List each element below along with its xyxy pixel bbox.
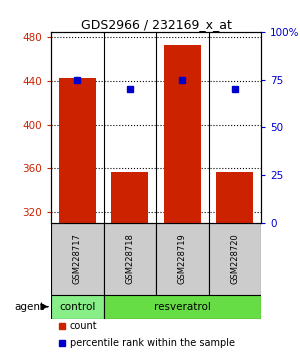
Bar: [103, 223, 156, 295]
Text: GSM228720: GSM228720: [230, 234, 239, 284]
Text: control: control: [59, 302, 95, 312]
Bar: [156, 223, 208, 295]
Text: GSM228717: GSM228717: [73, 233, 82, 284]
Text: GSM228718: GSM228718: [125, 233, 134, 284]
Text: agent: agent: [15, 302, 45, 312]
Bar: [51, 223, 104, 295]
Text: count: count: [70, 321, 98, 331]
Bar: [208, 223, 261, 295]
Bar: [51, 295, 104, 319]
Text: resveratrol: resveratrol: [154, 302, 211, 312]
Bar: [111, 172, 148, 223]
Title: GDS2966 / 232169_x_at: GDS2966 / 232169_x_at: [81, 18, 231, 31]
Text: percentile rank within the sample: percentile rank within the sample: [70, 338, 235, 348]
Bar: [103, 295, 261, 319]
Bar: [59, 78, 96, 223]
Bar: [164, 45, 201, 223]
Bar: [216, 172, 253, 223]
Text: GSM228719: GSM228719: [178, 234, 187, 284]
